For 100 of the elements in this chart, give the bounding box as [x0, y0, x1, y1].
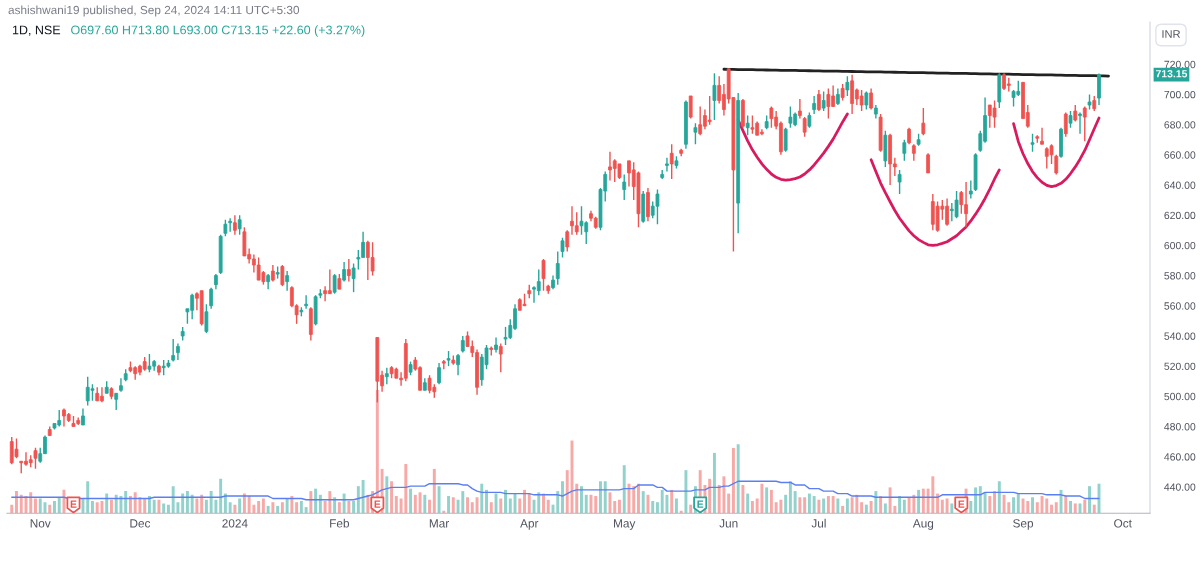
candlestick — [437, 362, 441, 385]
y-tick-label: 600.00 — [1164, 241, 1196, 250]
bar — [774, 502, 778, 514]
candlestick — [821, 90, 826, 112]
candlestick — [864, 90, 869, 111]
bar — [936, 493, 940, 514]
bar — [271, 502, 275, 514]
bar — [565, 470, 569, 514]
line-series — [1012, 116, 1101, 189]
bar — [822, 498, 826, 514]
bar — [580, 486, 583, 514]
bar — [238, 498, 242, 514]
bar — [727, 493, 731, 514]
bar — [779, 499, 783, 514]
bar — [461, 491, 465, 514]
y-tick-label: 680.00 — [1164, 121, 1196, 129]
bar — [1040, 496, 1044, 514]
candlestick — [494, 336, 498, 354]
bar — [722, 476, 726, 514]
bar — [508, 498, 512, 514]
candlestick — [783, 126, 788, 153]
bar — [356, 486, 360, 514]
y-tick-label: 540.00 — [1164, 332, 1196, 340]
bar — [162, 503, 166, 514]
y-tick-label: 700.00 — [1164, 90, 1196, 99]
candlestick — [327, 268, 332, 295]
bar — [978, 486, 982, 514]
bar — [1012, 497, 1016, 514]
bar — [409, 488, 413, 514]
bar — [432, 468, 436, 514]
bar — [1088, 486, 1091, 514]
candlestick — [826, 87, 831, 120]
bar — [636, 483, 640, 514]
bar — [674, 498, 678, 514]
bar — [765, 487, 769, 514]
candlestick — [285, 270, 290, 292]
text: 713.15 — [1156, 70, 1188, 78]
candlestick — [788, 105, 793, 129]
candlestick — [204, 303, 209, 334]
bar — [314, 488, 318, 514]
bar — [1016, 493, 1020, 514]
bar — [219, 478, 223, 514]
bar — [888, 487, 892, 514]
candlestick — [1040, 126, 1044, 145]
bar — [817, 499, 821, 514]
bar — [385, 476, 389, 514]
bar — [470, 502, 474, 514]
candlestick — [351, 262, 356, 293]
bar — [418, 492, 422, 514]
bar — [997, 481, 1001, 514]
candlestick — [536, 268, 541, 296]
candlestick — [332, 273, 337, 295]
bar — [898, 496, 902, 514]
candlestick — [655, 188, 660, 225]
bar — [304, 507, 308, 514]
x-tick-label: Apr — [520, 519, 539, 530]
y-tick-label: 640.00 — [1164, 181, 1196, 189]
candlestick — [926, 152, 930, 174]
bar — [542, 493, 545, 514]
bar — [19, 494, 23, 514]
bar — [423, 494, 427, 514]
bar — [195, 498, 199, 514]
bar — [394, 496, 398, 514]
bar — [143, 498, 147, 514]
data-label: E — [70, 500, 77, 508]
candlestick — [959, 190, 964, 215]
bar — [1073, 503, 1077, 514]
candlestick — [342, 261, 346, 283]
bar — [1083, 499, 1087, 514]
bar — [750, 500, 754, 514]
bar — [1035, 502, 1039, 514]
x-tick-label: Sep — [1013, 519, 1034, 530]
bar — [1050, 504, 1053, 514]
bar — [1021, 498, 1025, 514]
x-tick-label: Jun — [719, 519, 738, 528]
bar — [10, 504, 14, 514]
bar — [879, 496, 883, 514]
y-tick-label: 440.00 — [1164, 483, 1196, 491]
line-series — [869, 158, 1001, 247]
candlestick — [897, 169, 902, 195]
candlestick — [233, 214, 237, 236]
bar — [665, 494, 669, 514]
bar — [874, 491, 878, 514]
bar — [627, 483, 631, 514]
bar — [988, 496, 992, 514]
bar — [257, 500, 261, 514]
bar — [437, 486, 441, 514]
line-series — [722, 67, 1110, 78]
bar — [575, 483, 579, 514]
bar — [1026, 500, 1030, 514]
x-tick-label: Dec — [130, 519, 151, 528]
bar — [114, 494, 118, 514]
bar — [499, 498, 503, 514]
bar — [912, 494, 916, 514]
candlestick — [346, 258, 351, 283]
candlestick — [1097, 72, 1101, 106]
bar — [309, 491, 313, 514]
candlestick — [1049, 143, 1054, 165]
bar — [485, 489, 489, 514]
candlestick — [816, 89, 821, 112]
